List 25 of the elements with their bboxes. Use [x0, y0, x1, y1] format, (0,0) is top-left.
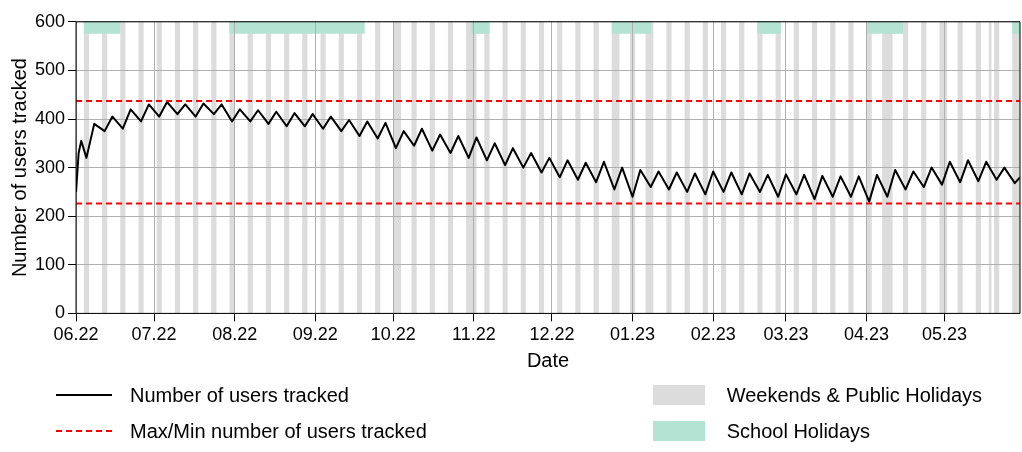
- x-tick-label: 03.23: [763, 324, 809, 345]
- y-tick-label: 500: [34, 59, 66, 80]
- x-tick-label: 12.22: [529, 324, 575, 345]
- y-tick-label: 100: [34, 253, 66, 274]
- y-tick-label: 600: [34, 10, 66, 31]
- x-tick-label: 04.23: [844, 324, 890, 345]
- x-tick-label: 11.22: [452, 324, 496, 345]
- x-tick-label: 10.22: [370, 324, 416, 345]
- y-tick-label: 300: [34, 156, 66, 177]
- y-tick-label: 400: [34, 107, 66, 128]
- x-tick-label: 09.22: [292, 324, 338, 345]
- x-tick-label: 07.22: [131, 324, 177, 345]
- x-tick-label: 02.23: [690, 324, 736, 345]
- y-axis-title: Number of users tracked: [7, 58, 30, 278]
- legend-label: Max/Min number of users tracked: [130, 419, 427, 443]
- x-tick-label: 01.23: [610, 324, 656, 345]
- legend-label: School Holidays: [726, 419, 871, 443]
- legend-label: Number of users tracked: [130, 383, 349, 407]
- legend-label: Weekends & Public Holidays: [726, 383, 982, 407]
- x-tick-label: 06.22: [53, 324, 99, 345]
- x-axis-title: Date: [526, 348, 570, 371]
- y-tick-label: 0: [55, 302, 66, 323]
- x-tick-label: 08.22: [212, 324, 258, 345]
- y-tick-label: 200: [34, 205, 66, 226]
- x-tick-label: 05.23: [922, 324, 968, 345]
